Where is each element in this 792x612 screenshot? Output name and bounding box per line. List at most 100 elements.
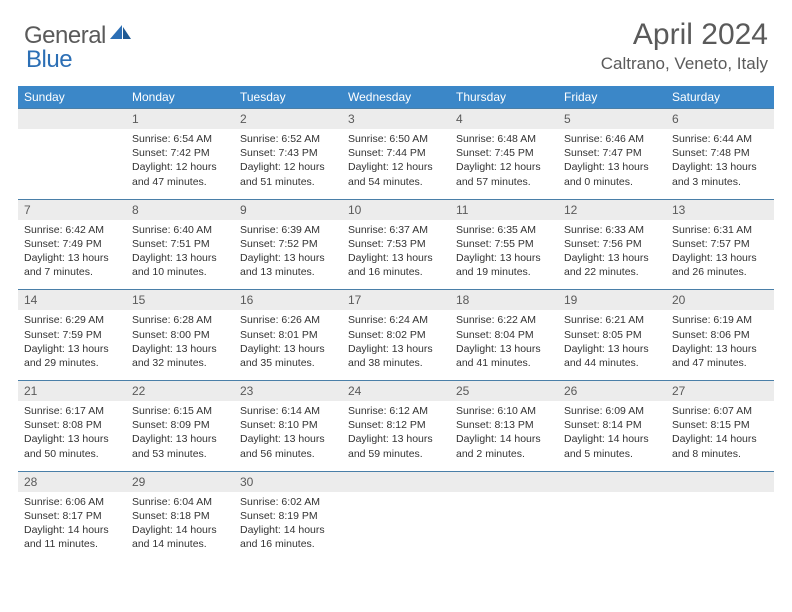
daylight-text-1: Daylight: 13 hours xyxy=(132,432,228,446)
brand-sail-icon xyxy=(110,25,132,46)
day-cell xyxy=(666,492,774,562)
daylight-text-1: Daylight: 13 hours xyxy=(240,342,336,356)
day-number xyxy=(666,471,774,492)
sunrise-text: Sunrise: 6:09 AM xyxy=(564,404,660,418)
calendar-body: 123456 Sunrise: 6:54 AMSunset: 7:42 PMDa… xyxy=(18,109,774,562)
daynum-row: 78910111213 xyxy=(18,199,774,220)
daylight-text-1: Daylight: 12 hours xyxy=(348,160,444,174)
sunset-text: Sunset: 8:17 PM xyxy=(24,509,120,523)
sunset-text: Sunset: 8:08 PM xyxy=(24,418,120,432)
sunset-text: Sunset: 7:52 PM xyxy=(240,237,336,251)
sunset-text: Sunset: 7:53 PM xyxy=(348,237,444,251)
sunrise-text: Sunrise: 6:14 AM xyxy=(240,404,336,418)
day-number: 17 xyxy=(342,290,450,311)
daylight-text-1: Daylight: 13 hours xyxy=(672,160,768,174)
daylight-text-2: and 50 minutes. xyxy=(24,447,120,461)
sunrise-text: Sunrise: 6:19 AM xyxy=(672,313,768,327)
day-cell: Sunrise: 6:48 AMSunset: 7:45 PMDaylight:… xyxy=(450,129,558,199)
day-body-row: Sunrise: 6:29 AMSunset: 7:59 PM Daylight:… xyxy=(18,310,774,380)
daylight-text-2: and 11 minutes. xyxy=(24,537,120,551)
day-cell xyxy=(558,492,666,562)
day-cell: Sunrise: 6:28 AMSunset: 8:00 PMDaylight:… xyxy=(126,310,234,380)
daylight-text-1: Daylight: 12 hours xyxy=(240,160,336,174)
daylight-text-2: and 8 minutes. xyxy=(672,447,768,461)
sunrise-text: Sunrise: 6:04 AM xyxy=(132,495,228,509)
day-cell: Sunrise: 6:50 AMSunset: 7:44 PMDaylight:… xyxy=(342,129,450,199)
day-number: 23 xyxy=(234,381,342,402)
day-number: 20 xyxy=(666,290,774,311)
day-number: 15 xyxy=(126,290,234,311)
sunrise-text: Sunrise: 6:29 AM xyxy=(24,313,120,327)
day-cell: Sunrise: 6:31 AMSunset: 7:57 PMDaylight:… xyxy=(666,220,774,290)
sunrise-text: Sunrise: 6:39 AM xyxy=(240,223,336,237)
daynum-row: 282930 xyxy=(18,471,774,492)
day-cell: Sunrise: 6:22 AMSunset: 8:04 PMDaylight:… xyxy=(450,310,558,380)
sunrise-text: Sunrise: 6:21 AM xyxy=(564,313,660,327)
daylight-text-2: and 35 minutes. xyxy=(240,356,336,370)
daylight-text-1: Daylight: 13 hours xyxy=(24,251,120,265)
dow-thu: Thursday xyxy=(450,86,558,109)
page-header: General April 2024 Caltrano, Veneto, Ita… xyxy=(0,0,792,82)
daylight-text-2: and 56 minutes. xyxy=(240,447,336,461)
sunset-text: Sunset: 8:00 PM xyxy=(132,328,228,342)
sunset-text: Sunset: 7:48 PM xyxy=(672,146,768,160)
sunset-text: Sunset: 7:45 PM xyxy=(456,146,552,160)
daylight-text-1: Daylight: 13 hours xyxy=(132,251,228,265)
brand-word2-wrap: Blue xyxy=(26,46,72,74)
day-cell: Sunrise: 6:02 AMSunset: 8:19 PMDaylight:… xyxy=(234,492,342,562)
day-cell: Sunrise: 6:44 AMSunset: 7:48 PMDaylight:… xyxy=(666,129,774,199)
daylight-text-1: Daylight: 14 hours xyxy=(564,432,660,446)
day-number: 27 xyxy=(666,381,774,402)
daylight-text-1: Daylight: 13 hours xyxy=(672,342,768,356)
sunrise-text: Sunrise: 6:40 AM xyxy=(132,223,228,237)
day-number: 8 xyxy=(126,199,234,220)
daylight-text-1: Daylight: 13 hours xyxy=(564,160,660,174)
daylight-text-1: Daylight: 13 hours xyxy=(24,432,120,446)
sunset-text: Sunset: 7:59 PM xyxy=(24,328,120,342)
daylight-text-1: Daylight: 14 hours xyxy=(240,523,336,537)
sunrise-text: Sunrise: 6:31 AM xyxy=(672,223,768,237)
daylight-text-1: Daylight: 13 hours xyxy=(348,251,444,265)
day-number: 1 xyxy=(126,109,234,130)
daylight-text-2: and 13 minutes. xyxy=(240,265,336,279)
daylight-text-2: and 57 minutes. xyxy=(456,175,552,189)
daylight-text-2: and 53 minutes. xyxy=(132,447,228,461)
day-cell: Sunrise: 6:14 AMSunset: 8:10 PMDaylight:… xyxy=(234,401,342,471)
day-cell xyxy=(450,492,558,562)
sunset-text: Sunset: 8:05 PM xyxy=(564,328,660,342)
day-cell: Sunrise: 6:52 AMSunset: 7:43 PMDaylight:… xyxy=(234,129,342,199)
daylight-text-2: and 14 minutes. xyxy=(132,537,228,551)
day-number: 18 xyxy=(450,290,558,311)
sunrise-text: Sunrise: 6:02 AM xyxy=(240,495,336,509)
day-cell: Sunrise: 6:09 AMSunset: 8:14 PMDaylight:… xyxy=(558,401,666,471)
daylight-text-1: Daylight: 14 hours xyxy=(456,432,552,446)
sunrise-text: Sunrise: 6:24 AM xyxy=(348,313,444,327)
dow-wed: Wednesday xyxy=(342,86,450,109)
calendar-table: Sunday Monday Tuesday Wednesday Thursday… xyxy=(18,86,774,561)
daylight-text-1: Daylight: 13 hours xyxy=(564,251,660,265)
day-cell: Sunrise: 6:10 AMSunset: 8:13 PMDaylight:… xyxy=(450,401,558,471)
daylight-text-1: Daylight: 13 hours xyxy=(564,342,660,356)
day-number: 30 xyxy=(234,471,342,492)
day-number: 10 xyxy=(342,199,450,220)
daylight-text-1: Daylight: 13 hours xyxy=(132,342,228,356)
day-number: 16 xyxy=(234,290,342,311)
day-number: 11 xyxy=(450,199,558,220)
daylight-text-1: Daylight: 13 hours xyxy=(456,342,552,356)
day-cell: Sunrise: 6:46 AMSunset: 7:47 PMDaylight:… xyxy=(558,129,666,199)
sunset-text: Sunset: 7:49 PM xyxy=(24,237,120,251)
sunrise-text: Sunrise: 6:35 AM xyxy=(456,223,552,237)
daylight-text-1: Daylight: 14 hours xyxy=(24,523,120,537)
sunset-text: Sunset: 8:14 PM xyxy=(564,418,660,432)
daylight-text-2: and 38 minutes. xyxy=(348,356,444,370)
day-cell: Sunrise: 6:19 AMSunset: 8:06 PMDaylight:… xyxy=(666,310,774,380)
daylight-text-2: and 5 minutes. xyxy=(564,447,660,461)
sunrise-text: Sunrise: 6:12 AM xyxy=(348,404,444,418)
daylight-text-2: and 29 minutes. xyxy=(24,356,120,370)
day-cell xyxy=(18,129,126,199)
sunrise-text: Sunrise: 6:15 AM xyxy=(132,404,228,418)
title-block: April 2024 Caltrano, Veneto, Italy xyxy=(601,18,768,74)
sunrise-text: Sunrise: 6:37 AM xyxy=(348,223,444,237)
daylight-text-1: Daylight: 14 hours xyxy=(672,432,768,446)
daylight-text-2: and 44 minutes. xyxy=(564,356,660,370)
